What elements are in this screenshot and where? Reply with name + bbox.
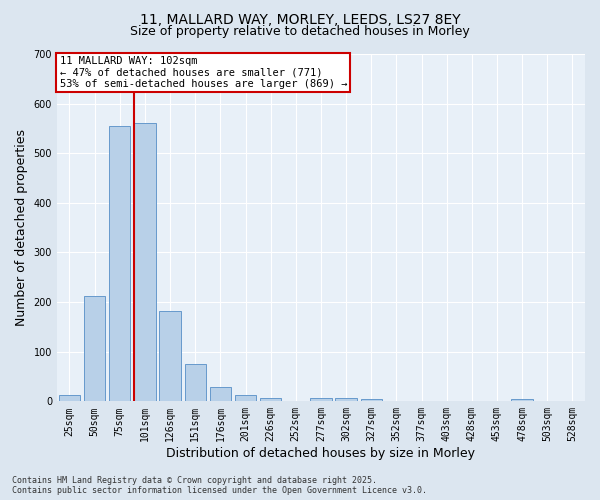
Bar xyxy=(84,296,106,402)
Bar xyxy=(511,400,533,402)
Text: Contains HM Land Registry data © Crown copyright and database right 2025.
Contai: Contains HM Land Registry data © Crown c… xyxy=(12,476,427,495)
Bar xyxy=(185,364,206,402)
Bar xyxy=(310,398,332,402)
Bar xyxy=(209,387,231,402)
Bar xyxy=(59,395,80,402)
X-axis label: Distribution of detached houses by size in Morley: Distribution of detached houses by size … xyxy=(166,447,475,460)
Bar xyxy=(235,395,256,402)
Bar xyxy=(260,398,281,402)
Text: 11 MALLARD WAY: 102sqm
← 47% of detached houses are smaller (771)
53% of semi-de: 11 MALLARD WAY: 102sqm ← 47% of detached… xyxy=(59,56,347,89)
Text: 11, MALLARD WAY, MORLEY, LEEDS, LS27 8EY: 11, MALLARD WAY, MORLEY, LEEDS, LS27 8EY xyxy=(140,12,460,26)
Bar xyxy=(335,398,357,402)
Bar xyxy=(134,124,155,402)
Text: Size of property relative to detached houses in Morley: Size of property relative to detached ho… xyxy=(130,25,470,38)
Bar xyxy=(109,126,130,402)
Y-axis label: Number of detached properties: Number of detached properties xyxy=(15,129,28,326)
Bar xyxy=(361,399,382,402)
Bar xyxy=(160,311,181,402)
